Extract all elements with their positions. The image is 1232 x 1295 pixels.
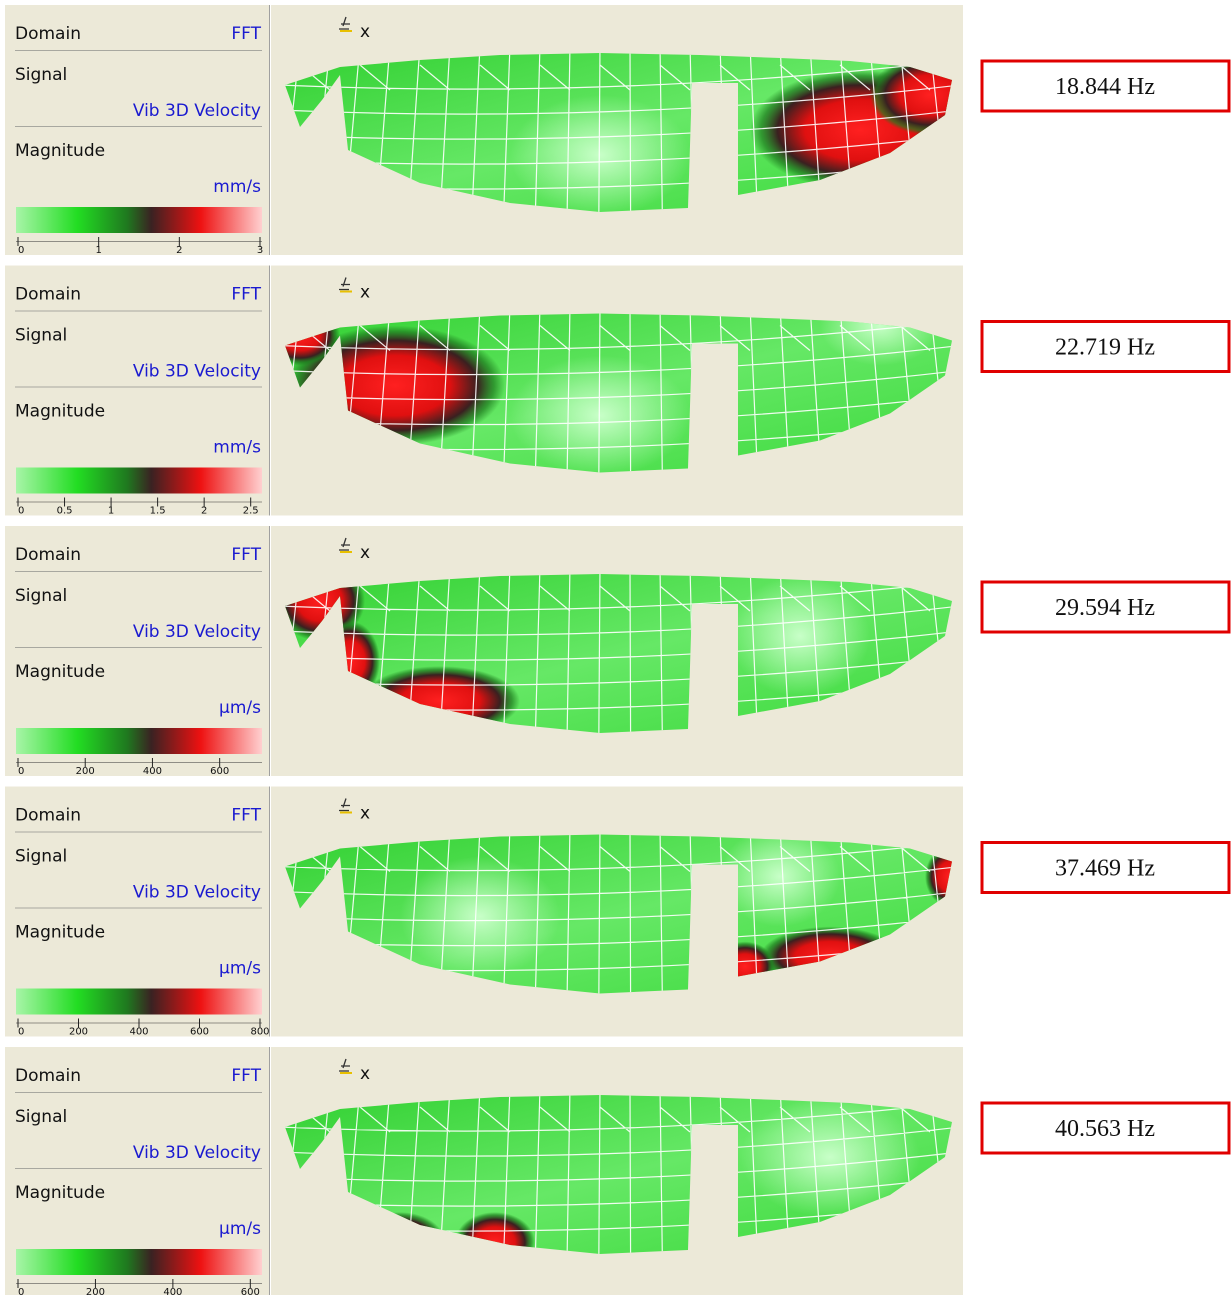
magnitude-label: Magnitude (15, 923, 105, 943)
scale-tick-label: 0 (18, 766, 24, 777)
signal-value: Vib 3D Velocity (133, 1143, 261, 1163)
unit: µm/s (219, 959, 261, 979)
domain-label: Domain (15, 1066, 81, 1086)
unit: µm/s (219, 698, 261, 718)
scale-tick-label: 200 (69, 1027, 88, 1038)
domain-value: FFT (231, 285, 261, 305)
frequency: 18.844 Hz (1055, 74, 1155, 100)
scale-tick-label: 800 (250, 1027, 269, 1038)
scale-tick-label: 1.5 (150, 506, 166, 517)
domain-value: FFT (231, 1066, 261, 1086)
signal-value: Vib 3D Velocity (133, 622, 261, 642)
scale-tick-label: 2 (176, 245, 182, 256)
panel: Domain FFT Signal Vib 3D Velocity Magnitude µ… (5, 786, 1231, 1038)
signal-value: Vib 3D Velocity (133, 883, 261, 903)
scale-tick-label: 400 (163, 1287, 182, 1295)
frequency-box (980, 580, 1231, 634)
mesh-highlight (720, 834, 840, 927)
color-bar (16, 728, 262, 754)
axis-icon (339, 798, 350, 812)
scale-tick-label: 0 (18, 1287, 24, 1295)
unit: mm/s (213, 438, 261, 458)
signal-label: Signal (15, 586, 67, 606)
panel: Domain FFT Signal Vib 3D Velocity Magnitude µ… (5, 526, 1231, 777)
axis-icon (339, 277, 350, 291)
frequency: 22.719 Hz (1055, 335, 1155, 361)
scale-tick-label: 400 (129, 1027, 148, 1038)
scale-tick-label: 2.5 (243, 506, 259, 517)
signal-value: Vib 3D Velocity (133, 101, 261, 121)
frequency-box (980, 320, 1231, 373)
scale-tick-label: 400 (143, 766, 162, 777)
scale-tick-label: 0 (18, 245, 24, 256)
scale-tick-label: 0 (18, 506, 24, 517)
magnitude-label: Magnitude (15, 662, 105, 682)
axis-label: x (360, 804, 370, 824)
axis-label: x (360, 1064, 370, 1084)
scale-tick-label: 2 (201, 506, 207, 517)
frequency-box (980, 841, 1231, 894)
color-bar (16, 467, 262, 494)
panel: Domain FFT Signal Vib 3D Velocity Magnitude m… (5, 5, 1231, 256)
signal-label: Signal (15, 1107, 67, 1127)
unit: mm/s (213, 177, 261, 197)
domain-label: Domain (15, 24, 81, 44)
panel: Domain FFT Signal Vib 3D Velocity Magnitude m… (5, 265, 1231, 517)
color-bar (16, 1249, 262, 1275)
scale-tick-label: 0 (18, 1027, 24, 1038)
frequency: 40.563 Hz (1055, 1116, 1155, 1142)
domain-label: Domain (15, 806, 81, 826)
axis-icon (339, 537, 350, 551)
domain-label: Domain (15, 285, 81, 305)
frequency: 37.469 Hz (1055, 856, 1155, 882)
signal-value: Vib 3D Velocity (133, 362, 261, 382)
scale-tick-label: 200 (86, 1287, 105, 1295)
axis-icon (339, 16, 350, 30)
signal-label: Signal (15, 847, 67, 867)
signal-label: Signal (15, 65, 67, 85)
color-bar (16, 207, 262, 233)
mesh-highlight (820, 313, 940, 366)
scale-tick-label: 600 (210, 766, 229, 777)
signal-label: Signal (15, 326, 67, 346)
scale-tick-label: 1 (95, 245, 101, 256)
scale-tick-label: 600 (241, 1287, 260, 1295)
mesh-highlight (730, 576, 870, 696)
scale-tick-label: 1 (108, 506, 114, 517)
axis-label: x (360, 543, 370, 563)
frequency-box (980, 1101, 1231, 1155)
domain-label: Domain (15, 545, 81, 565)
color-bar (16, 988, 262, 1015)
domain-value: FFT (231, 24, 261, 44)
mesh-highlight (400, 856, 560, 977)
mesh-hotspot (870, 55, 952, 135)
unit: µm/s (219, 1219, 261, 1239)
scale-tick-label: 200 (76, 766, 95, 777)
domain-value: FFT (231, 545, 261, 565)
scale-tick-label: 3 (257, 245, 263, 256)
magnitude-label: Magnitude (15, 1183, 105, 1203)
panel: Domain FFT Signal Vib 3D Velocity Magnitude µ… (5, 1047, 1231, 1295)
axis-icon (339, 1058, 350, 1072)
axis-label: x (360, 283, 370, 303)
frequency: 29.594 Hz (1055, 595, 1155, 621)
scale-tick-label: 600 (190, 1027, 209, 1038)
magnitude-label: Magnitude (15, 141, 105, 161)
domain-value: FFT (231, 806, 261, 826)
axis-label: x (360, 22, 370, 42)
frequency-box (980, 59, 1231, 113)
magnitude-label: Magnitude (15, 402, 105, 422)
scale-tick-label: 0.5 (57, 506, 73, 517)
